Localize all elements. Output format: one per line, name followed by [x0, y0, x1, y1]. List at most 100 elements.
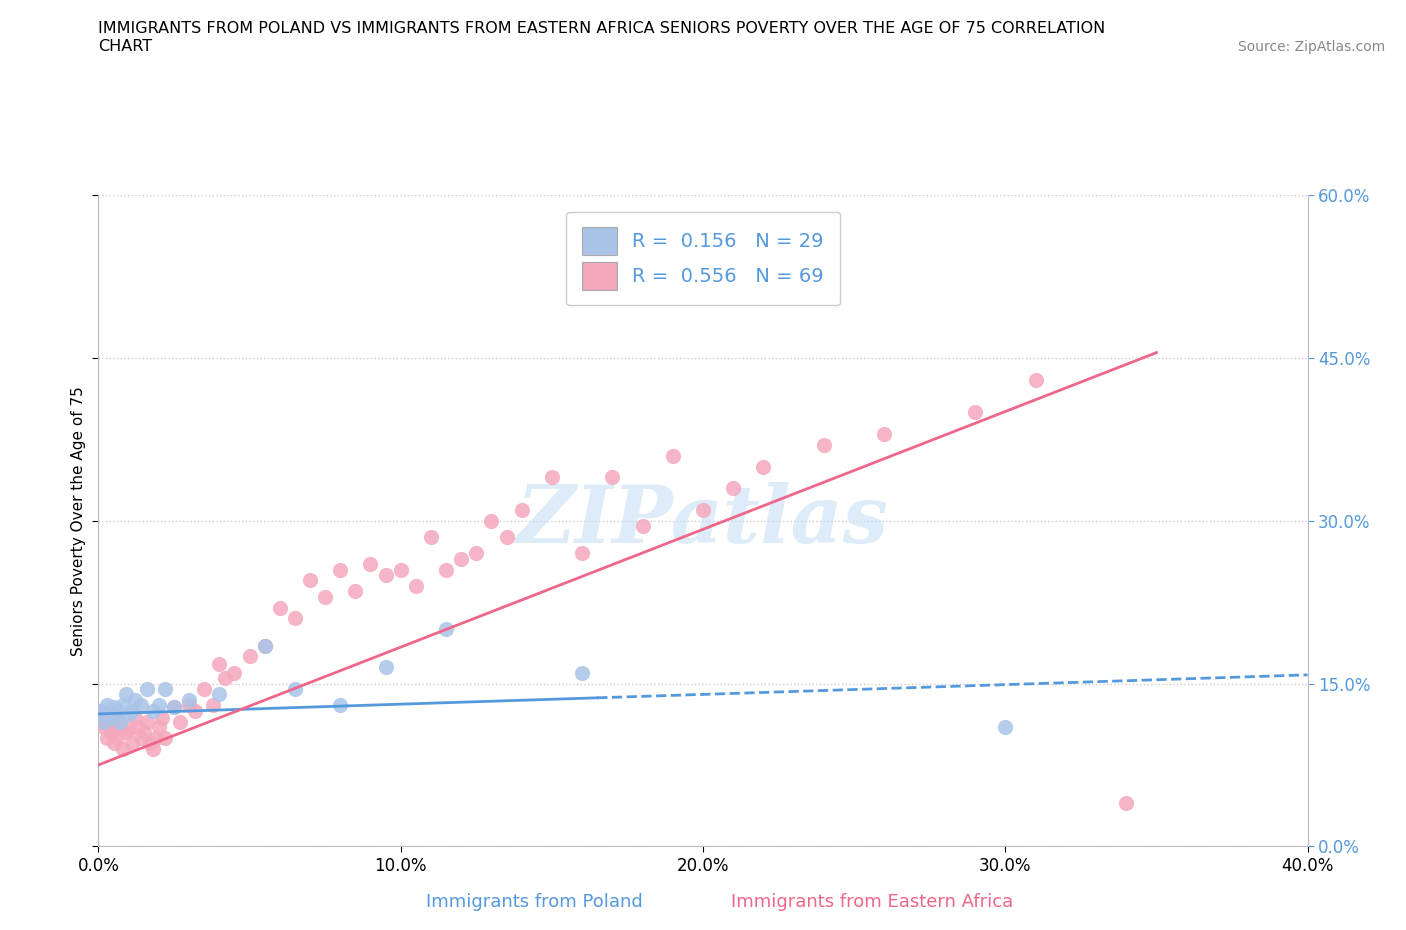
- Text: Immigrants from Poland: Immigrants from Poland: [426, 893, 643, 910]
- Point: [214, 671, 236, 685]
- Point: [540, 470, 562, 485]
- Point: [1115, 795, 1137, 810]
- Point: [269, 600, 291, 615]
- Point: [813, 437, 835, 452]
- Point: [142, 703, 165, 718]
- Point: [481, 513, 503, 528]
- Point: [153, 682, 176, 697]
- Point: [145, 730, 167, 745]
- Point: [450, 551, 472, 566]
- Point: [90, 703, 112, 718]
- Point: [169, 714, 191, 729]
- Point: [103, 700, 125, 715]
- Point: [965, 405, 987, 419]
- Point: [124, 692, 146, 708]
- Point: [135, 682, 157, 697]
- Point: [179, 692, 201, 708]
- Point: [208, 657, 231, 671]
- Point: [90, 714, 112, 729]
- Point: [723, 481, 745, 496]
- Point: [108, 714, 131, 729]
- Point: [100, 711, 122, 725]
- Point: [121, 703, 143, 718]
- Point: [202, 698, 225, 712]
- Point: [100, 725, 122, 740]
- Point: [139, 736, 162, 751]
- Point: [420, 530, 443, 545]
- Point: [179, 698, 201, 712]
- Text: IMMIGRANTS FROM POLAND VS IMMIGRANTS FROM EASTERN AFRICA SENIORS POVERTY OVER TH: IMMIGRANTS FROM POLAND VS IMMIGRANTS FRO…: [98, 20, 1105, 35]
- Point: [994, 720, 1017, 735]
- Point: [495, 530, 517, 545]
- Point: [1024, 372, 1046, 387]
- Point: [571, 665, 593, 680]
- Point: [90, 703, 112, 718]
- Point: [389, 562, 412, 577]
- Point: [344, 584, 367, 599]
- Point: [103, 736, 125, 751]
- Point: [193, 682, 215, 697]
- Point: [129, 698, 152, 712]
- Point: [108, 717, 131, 732]
- Point: [163, 700, 186, 715]
- Point: [111, 741, 134, 756]
- Point: [103, 722, 125, 737]
- Point: [142, 741, 165, 756]
- Point: [93, 720, 115, 735]
- Point: [510, 502, 533, 517]
- Point: [124, 711, 146, 725]
- Point: [93, 709, 115, 724]
- Text: Immigrants from Eastern Africa: Immigrants from Eastern Africa: [731, 893, 1012, 910]
- Point: [184, 703, 207, 718]
- Text: CHART: CHART: [98, 39, 152, 54]
- Point: [96, 698, 118, 712]
- Point: [96, 730, 118, 745]
- Point: [253, 638, 276, 653]
- Point: [465, 546, 488, 561]
- Point: [105, 730, 128, 745]
- Point: [314, 590, 336, 604]
- Point: [148, 720, 170, 735]
- Point: [374, 660, 396, 675]
- Point: [239, 649, 262, 664]
- Point: [100, 714, 122, 729]
- Point: [111, 698, 134, 712]
- Point: [329, 562, 352, 577]
- Point: [153, 730, 176, 745]
- Point: [253, 638, 276, 653]
- Point: [602, 470, 624, 485]
- Point: [571, 546, 593, 561]
- Point: [118, 707, 141, 722]
- Point: [103, 707, 125, 722]
- Point: [434, 562, 457, 577]
- Point: [631, 519, 654, 534]
- Point: [93, 714, 115, 729]
- Point: [129, 730, 152, 745]
- Point: [208, 687, 231, 702]
- Point: [96, 711, 118, 725]
- Point: [299, 573, 322, 588]
- Point: [163, 700, 186, 715]
- Point: [873, 427, 896, 442]
- Point: [662, 448, 685, 463]
- Point: [692, 502, 714, 517]
- Point: [150, 711, 173, 725]
- Point: [105, 703, 128, 718]
- Point: [405, 578, 427, 593]
- Point: [132, 725, 155, 740]
- Point: [135, 714, 157, 729]
- Y-axis label: Seniors Poverty Over the Age of 75: Seniors Poverty Over the Age of 75: [70, 386, 86, 656]
- Point: [752, 459, 775, 474]
- Legend: R =  0.156   N = 29, R =  0.556   N = 69: R = 0.156 N = 29, R = 0.556 N = 69: [567, 211, 839, 305]
- Text: Source: ZipAtlas.com: Source: ZipAtlas.com: [1237, 40, 1385, 54]
- Point: [434, 622, 457, 637]
- Point: [284, 682, 307, 697]
- Point: [148, 698, 170, 712]
- Point: [114, 687, 136, 702]
- Point: [118, 722, 141, 737]
- Text: ZIPatlas: ZIPatlas: [517, 482, 889, 560]
- Point: [329, 698, 352, 712]
- Point: [105, 711, 128, 725]
- Point: [96, 709, 118, 724]
- Point: [374, 567, 396, 582]
